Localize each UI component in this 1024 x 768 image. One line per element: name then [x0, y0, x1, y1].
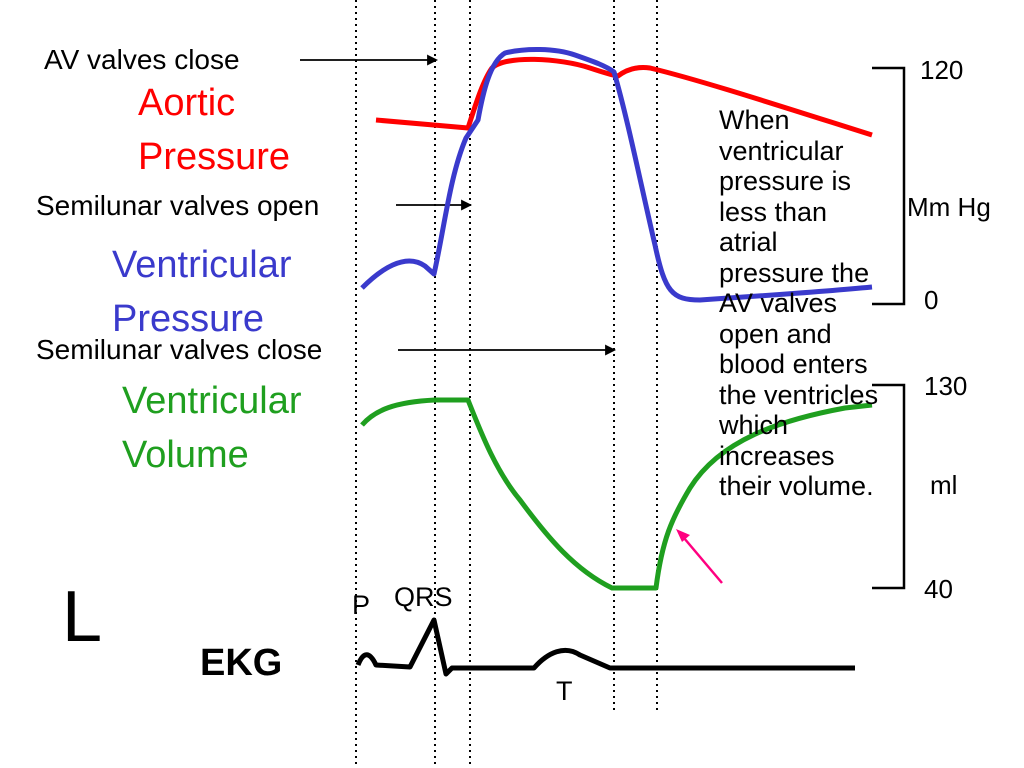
- ekg-p-label: P: [352, 590, 371, 620]
- vol-title-line1: Ventricular: [122, 380, 302, 422]
- aortic-pressure-title: Aortic Pressure: [138, 76, 290, 184]
- pressure-axis-top: 120: [920, 55, 964, 85]
- note-line: increases: [719, 440, 835, 471]
- aortic-title-line2: Pressure: [138, 136, 291, 178]
- pressure-axis-bracket: [872, 66, 906, 306]
- ventricular-volume-curve: [360, 397, 873, 591]
- note-line: blood enters: [719, 349, 868, 379]
- vent-title-line1: Ventricular: [112, 244, 292, 286]
- note-line: atrial: [719, 227, 778, 257]
- note-line: pressure is: [719, 166, 852, 196]
- vent-title-line2: Pressure: [112, 298, 265, 340]
- note-line: the ventricles: [719, 379, 879, 410]
- ekg-trace: [355, 617, 855, 677]
- note-line: ventricular: [719, 135, 844, 166]
- volume-pointer-arrow: [683, 537, 723, 584]
- note-line: their volume.: [719, 471, 874, 501]
- ventricular-volume-title: Ventricular Volume: [122, 374, 302, 482]
- volume-axis-bracket: [872, 383, 906, 590]
- volume-pointer-head: [676, 529, 690, 542]
- pressure-axis-unit: Mm Hg: [907, 192, 991, 222]
- note-line: When: [719, 105, 790, 135]
- aortic-title-line1: Aortic: [138, 82, 236, 124]
- semilunar-valves-close-label: Semilunar valves close: [36, 334, 323, 365]
- volume-axis-bottom: 40: [924, 574, 953, 604]
- ekg-label: EKG: [200, 642, 283, 684]
- ekg-t-label: T: [556, 676, 573, 706]
- note-line: open and: [719, 318, 832, 349]
- pressure-axis-bottom: 0: [924, 285, 939, 315]
- note-line: which: [719, 410, 789, 440]
- ekg-qrs-label: QRS: [394, 582, 453, 612]
- note-line: less than: [719, 196, 828, 227]
- volume-axis-top: 130: [924, 371, 968, 401]
- av-valves-close-label: AV valves close: [44, 44, 240, 75]
- ventricular-pressure-curve: [360, 46, 873, 303]
- volume-axis-unit: ml: [930, 470, 958, 500]
- vol-title-line2: Volume: [122, 434, 249, 476]
- note-line: AV valves: [719, 288, 838, 318]
- side-letter: L: [62, 577, 103, 657]
- explanation-note: When ventricular pressure is less than a…: [719, 105, 919, 502]
- ventricular-pressure-title: Ventricular Pressure: [112, 238, 292, 346]
- semilunar-valves-open-label: Semilunar valves open: [36, 190, 320, 221]
- note-line: pressure the: [719, 257, 870, 288]
